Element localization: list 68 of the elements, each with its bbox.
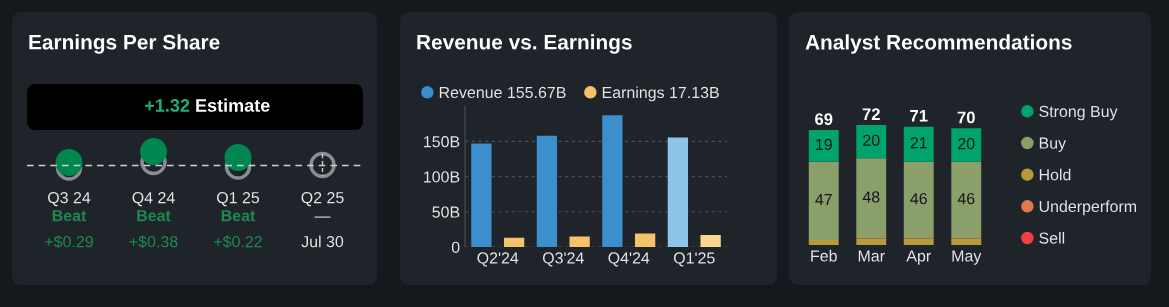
bar	[903, 161, 934, 239]
text: +$0.38	[129, 235, 178, 249]
category-label: Q4 24	[132, 191, 175, 207]
total-label: 72	[862, 108, 880, 120]
x-tick-label: Apr	[906, 250, 931, 265]
text: —	[314, 216, 331, 218]
bar	[808, 240, 839, 245]
bar	[471, 143, 492, 247]
total-label: 71	[910, 110, 928, 122]
data-label: 20	[958, 137, 975, 150]
x-tick-label: Mar	[858, 250, 885, 262]
text: +1.32	[145, 99, 190, 112]
bar	[602, 115, 623, 247]
chart-title: Analyst Recommendations	[805, 34, 1072, 54]
data-label: 19	[816, 138, 832, 151]
legend-label: Sell	[1039, 232, 1065, 244]
bar	[700, 234, 721, 247]
bar	[503, 237, 525, 247]
bar	[903, 238, 934, 245]
data-label: 20	[863, 134, 880, 146]
bar	[569, 236, 590, 247]
x-tick-label: Q1'25	[673, 252, 715, 267]
total-label: 70	[957, 111, 975, 124]
legend-label: Revenue 155.67B	[439, 86, 566, 99]
text: +$0.22	[214, 235, 262, 249]
x-tick-label: Feb	[811, 249, 837, 262]
y-tick-label: 0	[451, 241, 460, 253]
data-label: 46	[957, 192, 975, 205]
x-tick-label: Q3'24	[542, 252, 584, 267]
text: Jul 30	[301, 235, 344, 248]
bar	[903, 126, 934, 162]
bar	[808, 161, 839, 240]
bar	[951, 238, 982, 245]
bar	[856, 238, 887, 245]
text: Earnings Per Share	[29, 34, 220, 54]
bar	[951, 161, 982, 239]
text: Beat	[52, 210, 87, 222]
data-label: 46	[910, 192, 927, 205]
x-tick-label: May	[952, 250, 982, 265]
bar	[634, 233, 656, 247]
legend-label: Buy	[1039, 137, 1067, 152]
chart-title: Revenue vs. Earnings	[417, 34, 632, 54]
data-label: 47	[815, 193, 832, 205]
y-tick-label: 100B	[424, 171, 460, 183]
bar	[536, 135, 558, 247]
legend-label: Earnings 17.13B	[602, 86, 719, 102]
data-label: 21	[910, 137, 927, 149]
data-label: 48	[862, 191, 880, 203]
bar	[667, 137, 689, 247]
total-label: 69	[815, 113, 833, 126]
bar	[808, 130, 839, 162]
legend-label: Strong Buy	[1039, 105, 1118, 121]
text: Beat	[137, 210, 171, 222]
bar	[951, 128, 982, 162]
category-label: Q1 25	[217, 191, 260, 207]
category-label: Q3 24	[48, 191, 91, 207]
legend-label: Hold	[1039, 168, 1071, 181]
text: Beat	[221, 210, 256, 222]
x-tick-label: Q2'24	[477, 252, 519, 267]
bar	[856, 158, 887, 239]
x-tick-label: Q4'24	[608, 252, 650, 267]
bar	[856, 125, 887, 159]
category-label: Q2 25	[301, 191, 344, 207]
y-tick-label: 50B	[432, 206, 460, 218]
legend-label: Underperform	[1039, 200, 1137, 216]
text: +$0.29	[45, 235, 93, 249]
text: Estimate	[196, 98, 270, 112]
y-tick-label: 150B	[424, 136, 460, 148]
